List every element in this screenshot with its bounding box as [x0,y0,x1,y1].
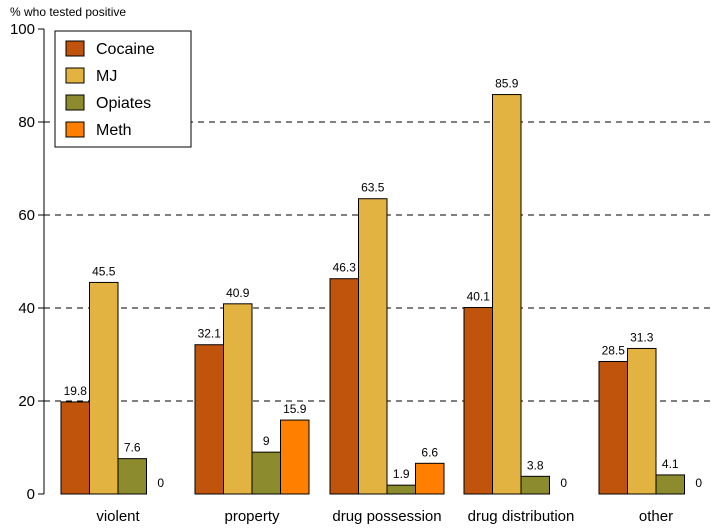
bar [415,462,445,495]
legend-swatch [65,40,85,57]
legend-swatch [65,121,85,138]
bar [598,360,628,495]
legend-label: Cocaine [96,41,155,58]
legend-label: MJ [96,68,117,85]
bar [492,94,522,495]
data-label: 28.5 [602,343,626,357]
data-label: 4.1 [662,457,679,471]
legend-swatch [65,67,85,84]
x-tick-label: drug possession [332,508,441,525]
data-label: 85.9 [495,77,519,91]
bar [627,347,657,495]
bar [117,458,147,495]
legend-swatch [65,94,85,111]
data-label: 6.6 [421,445,438,459]
data-label: 32.1 [198,327,222,341]
data-labels: 19.8 45.5 7.6 0 32.1 40.9 9 15.9 46.3 63.5 1.9 6.6 4… [64,77,703,490]
data-label: 15.9 [283,402,307,416]
x-tick-label: property [224,508,280,525]
legend: Cocaine MJ Opiates Meth [54,30,192,148]
legend-label: Meth [96,122,132,139]
y-tick-label: 100 [10,21,35,38]
bar [329,278,359,495]
data-label: 0 [695,476,702,490]
legend-label: Opiates [96,95,151,112]
y-tick-label: 0 [27,486,35,503]
x-tick-label: other [639,508,673,525]
bar [520,475,550,495]
bar [194,344,224,495]
y-tick-label: 80 [18,114,35,131]
data-label: 1.9 [393,467,410,481]
data-label: 0 [157,476,164,490]
data-label: 46.3 [333,261,357,275]
bar [463,307,493,495]
bar [386,484,416,495]
data-label: 19.8 [64,384,88,398]
data-label: 31.3 [630,330,654,344]
data-label: 9 [263,434,270,448]
y-axis-label: % who tested positive [10,5,126,19]
y-tick-label: 60 [18,207,35,224]
x-tick-label: violent [96,508,140,525]
axes: 0 20 40 60 80 100 violent property drug possessi… [10,21,673,525]
data-label: 40.1 [467,290,491,304]
data-label: 45.5 [92,264,116,278]
bar [60,401,90,495]
data-label: 3.8 [527,458,544,472]
bar [280,419,310,495]
data-label: 0 [560,476,567,490]
bar [655,474,685,495]
bar [251,451,281,495]
y-tick-label: 20 [18,393,35,410]
bars [60,94,685,495]
data-label: 63.5 [361,181,385,195]
bar [358,198,388,495]
bar [89,281,119,495]
x-tick-label: drug distribution [468,508,575,525]
bar [223,303,253,495]
data-label: 7.6 [124,441,141,455]
y-tick-label: 40 [18,300,35,317]
data-label: 40.9 [226,286,250,300]
